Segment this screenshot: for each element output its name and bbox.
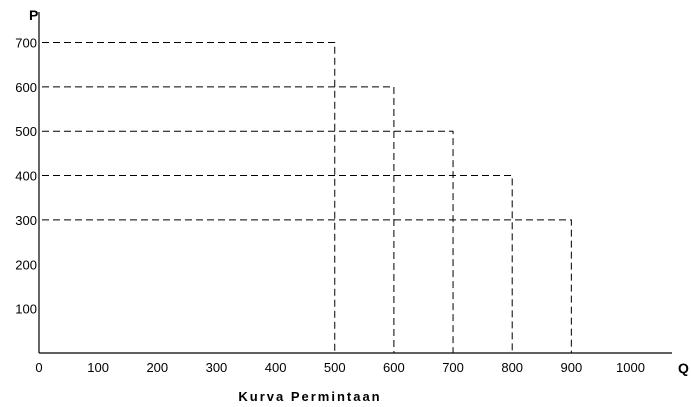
x-tick-label: 100 [87, 360, 109, 375]
demand-point-guide [42, 130, 454, 353]
y-axis-label: P [29, 7, 38, 23]
x-tick-label: 0 [35, 360, 42, 375]
y-tick-label: 400 [15, 169, 37, 184]
demand-point-guide [42, 86, 395, 353]
demand-point-guide [42, 219, 572, 353]
x-tick-label: 800 [501, 360, 523, 375]
guide-lines [42, 41, 572, 353]
demand-point-guide [42, 41, 336, 353]
y-tick-label: 100 [15, 302, 37, 317]
x-tick-label: 700 [442, 360, 464, 375]
y-tick-label: 600 [15, 80, 37, 95]
x-tick-label: 500 [324, 360, 346, 375]
x-tick-label: 900 [560, 360, 582, 375]
y-tick-labels: 100 200 300 400 500 600 700 [15, 35, 37, 316]
y-tick-label: 200 [15, 257, 37, 272]
x-tick-label: 300 [206, 360, 228, 375]
x-tick-label: 200 [146, 360, 168, 375]
x-tick-label: 600 [383, 360, 405, 375]
x-axis-label: Q [678, 360, 689, 376]
x-tick-label: 400 [265, 360, 287, 375]
y-tick-label: 700 [15, 35, 37, 50]
y-tick-label: 500 [15, 124, 37, 139]
demand-point-guide [42, 175, 513, 353]
x-tick-labels: 0 100 200 300 400 500 600 700 800 900 1000 [35, 360, 645, 375]
y-tick-label: 300 [15, 213, 37, 228]
chart-caption: Kurva Permintaan [238, 389, 381, 404]
x-tick-label: 1000 [616, 360, 645, 375]
